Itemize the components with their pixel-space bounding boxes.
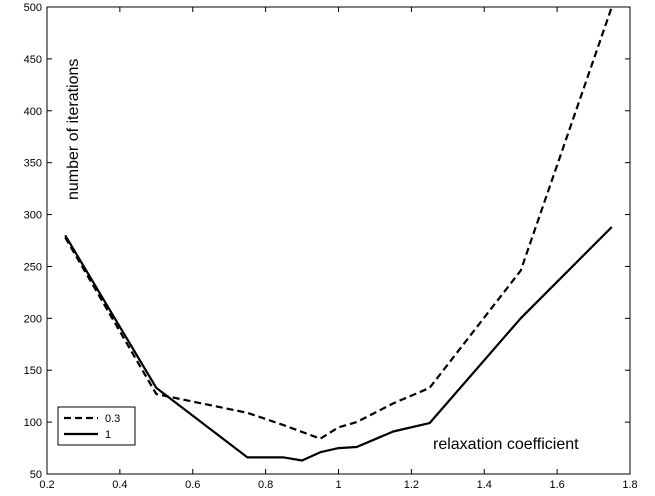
x-axis-label: relaxation coefficient [433, 436, 579, 453]
x-tick-label: 0.8 [258, 479, 273, 491]
legend: 0.3 1 [57, 406, 136, 446]
x-tick-label: 1.4 [477, 479, 492, 491]
plot-background [47, 7, 630, 474]
x-tick-label: 0.6 [185, 479, 200, 491]
legend-label-0: 0.3 [105, 413, 120, 425]
y-tick-label: 350 [24, 158, 42, 170]
y-tick-label: 150 [24, 365, 42, 377]
y-axis-label: number of iterations [65, 59, 82, 200]
x-tick-label: 1.6 [549, 479, 564, 491]
y-tick-label: 200 [24, 313, 42, 325]
plot-frame [46, 6, 631, 475]
y-tick-label: 450 [24, 54, 42, 66]
y-tick-label: 500 [24, 2, 42, 14]
x-tick-label: 1.2 [404, 479, 419, 491]
tick-labels: 0.2 0.4 0.6 0.8 1 1.2 1.4 1.6 1.8 50 100 150 200 250 3… [24, 2, 638, 491]
legend-label-1: 1 [105, 429, 111, 441]
x-tick-label: 1 [335, 479, 341, 491]
x-tick-label: 0.4 [112, 479, 127, 491]
y-tick-label: 250 [24, 261, 42, 273]
y-tick-label: 50 [30, 469, 42, 481]
legend-box [57, 406, 136, 446]
y-tick-label: 400 [24, 106, 42, 118]
series-line-0 [64, 6, 613, 440]
x-tick-label: 0.2 [39, 479, 54, 491]
series-line-1 [64, 226, 613, 462]
y-tick-label: 100 [24, 417, 42, 429]
series-layer [64, 6, 613, 462]
y-tick-label: 300 [24, 210, 42, 222]
x-tick-label: 1.8 [622, 479, 637, 491]
